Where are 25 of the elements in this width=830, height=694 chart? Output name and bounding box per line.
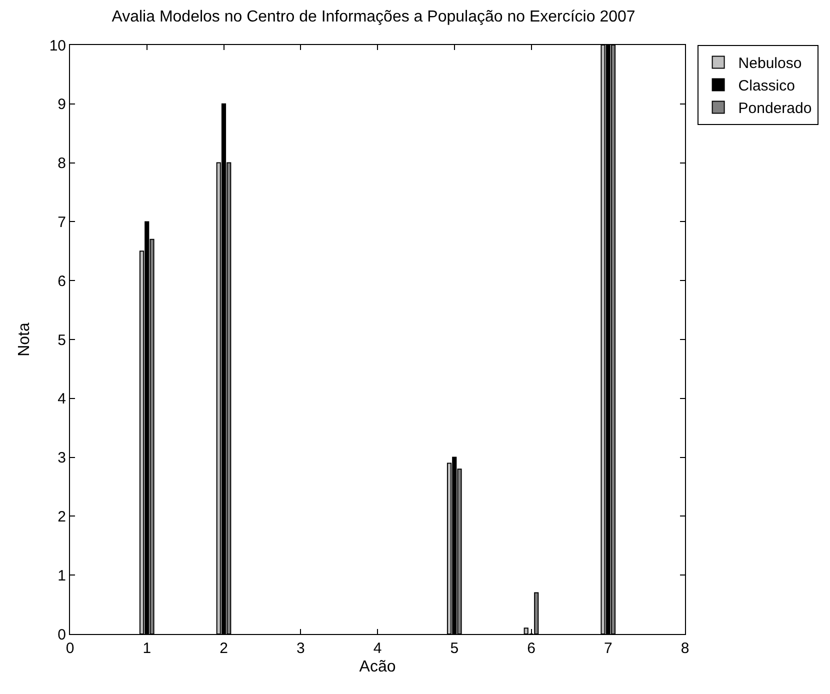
x-tick-label: 4: [373, 640, 382, 657]
x-axis-title: Acão: [359, 658, 396, 676]
x-tick-label: 3: [296, 640, 305, 657]
y-tick-label: 3: [58, 450, 66, 467]
x-tick-label: 8: [680, 640, 690, 657]
y-tick-label: 0: [58, 626, 66, 644]
legend-label: Classico: [738, 78, 795, 95]
y-tick-label: 7: [58, 214, 66, 231]
legend-label: Ponderado: [738, 100, 812, 118]
legend-label: Nebuloso: [738, 55, 802, 72]
y-tick-label: 6: [58, 272, 66, 290]
y-tick-label: 8: [58, 155, 66, 172]
x-tick-label: 5: [450, 640, 459, 657]
x-tick-label: 2: [220, 640, 228, 657]
x-tick-label: 1: [142, 640, 152, 657]
y-axis-title: Nota: [16, 322, 34, 356]
y-tick-label: 1: [58, 567, 66, 584]
y-tick-label: 2: [58, 508, 66, 526]
y-tick-label: 5: [58, 332, 66, 349]
x-tick-label: 6: [527, 640, 536, 657]
y-tick-label: 4: [58, 390, 66, 408]
x-tick-label: 7: [604, 640, 612, 657]
y-tick-label: 10: [49, 37, 66, 54]
chart-title: Avalia Modelos no Centro de Informações a População no Exercício 2007: [112, 8, 636, 26]
y-tick-label: 9: [58, 96, 66, 114]
